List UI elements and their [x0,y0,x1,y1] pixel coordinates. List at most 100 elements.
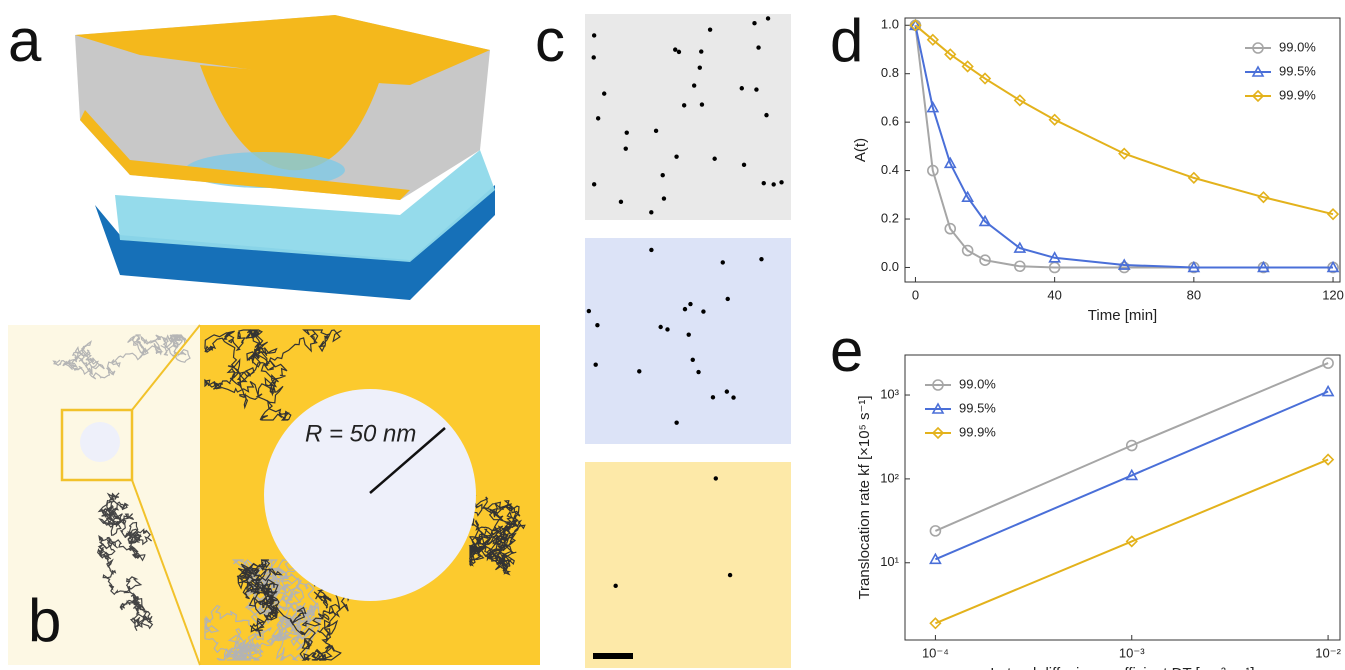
figure: R = 50 nm a b c d e 0 40 80 120 0.0 0.2 0.4 0.6… [0,0,1345,670]
particle [712,157,716,161]
x-tick-label: 40 [1047,287,1061,302]
particle [759,257,763,261]
panel-label: a [8,7,42,74]
x-tick-label: 10⁻³ [1119,645,1145,660]
y-tick-label: 10² [880,470,899,485]
particle [596,116,600,120]
particle [613,584,617,588]
scale-bar [593,653,633,659]
particle [674,420,678,424]
particle [691,358,695,362]
particle [593,363,597,367]
particle [658,325,662,329]
x-tick-label: 120 [1322,287,1344,302]
y-tick-label: 10¹ [880,554,899,569]
y-tick-label: 0.4 [881,162,899,177]
sim-box [585,462,791,668]
particle [592,33,596,37]
particle [701,309,705,313]
x-tick-label: 10⁻² [1315,645,1341,660]
particle [731,395,735,399]
small-pore [80,422,120,462]
plot-frame [905,355,1340,640]
particle [754,87,758,91]
particle [592,182,596,186]
y-tick-label: 0.0 [881,259,899,274]
particle [688,302,692,306]
particle [649,210,653,214]
charts: 0 40 80 120 0.0 0.2 0.4 0.6 0.8 1.0 Time [min] A(t)… [852,17,1344,670]
x-tick-label: 10⁻⁴ [922,645,949,660]
series-line [935,460,1328,624]
particle [625,130,629,134]
panel-label: c [535,7,565,74]
legend-label: 99.9% [959,424,996,439]
particle [700,102,704,106]
particle [725,389,729,393]
legend-label: 99.9% [1279,87,1316,102]
legend-label: 99.5% [959,400,996,415]
y-tick-label: 10³ [880,386,899,401]
particle [665,327,669,331]
sim-box [585,238,791,444]
particle [721,260,725,264]
x-axis-label: Time [min] [1088,307,1157,324]
particle [687,332,691,336]
particle [649,248,653,252]
particle [692,83,696,87]
particle [677,50,681,54]
particle [602,91,606,95]
series-line [915,25,1333,267]
x-tick-label: 80 [1187,287,1201,302]
panel-label: e [830,317,863,384]
particle [683,307,687,311]
legend-label: 99.0% [1279,39,1316,54]
particle [771,182,775,186]
particle [742,163,746,167]
particle [726,297,730,301]
particle [696,370,700,374]
particle [699,49,703,53]
particle [619,200,623,204]
x-tick-label: 0 [912,287,919,302]
particle [624,146,628,150]
legend-label: 99.0% [959,376,996,391]
particle [592,55,596,59]
particle [637,369,641,373]
y-tick-label: 0.2 [881,210,899,225]
radius-label: R = 50 nm [305,420,416,447]
legend-label: 99.5% [1279,63,1316,78]
series-line [935,392,1328,560]
marker [1323,387,1333,396]
panel-label: b [28,587,61,654]
y-tick-label: 1.0 [881,17,899,32]
y-axis-label: Translocation rate kf [×10⁵ s⁻¹] [856,395,873,599]
particle [756,45,760,49]
x-axis-label: Lateral diffusion coefficient DT [µm² s⁻… [990,665,1254,670]
particle [766,16,770,20]
particle [779,180,783,184]
particle [714,476,718,480]
particle [698,65,702,69]
membrane-illustration [75,15,495,300]
particle [711,395,715,399]
sim-box [585,14,791,220]
particle [752,21,756,25]
series-line [915,25,1333,267]
particle [661,173,665,177]
particle [682,103,686,107]
particle [673,47,677,51]
particle [740,86,744,90]
particle [708,27,712,31]
y-tick-label: 0.8 [881,65,899,80]
particle [654,129,658,133]
particle [762,181,766,185]
y-tick-label: 0.6 [881,114,899,129]
particle [764,113,768,117]
particle [674,154,678,158]
particle [662,196,666,200]
y-axis-label: A(t) [852,138,869,162]
panel-label: d [830,7,863,74]
particle [595,323,599,327]
series-line [915,25,1333,214]
